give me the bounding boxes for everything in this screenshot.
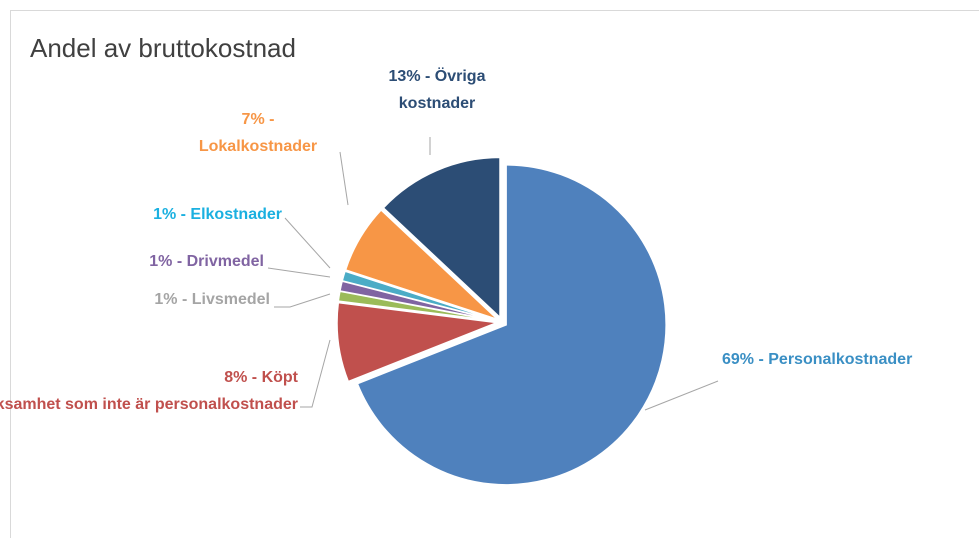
leader-line: [267, 267, 331, 278]
data-label: 8% - Köpt verksamhet som inte är personal…: [0, 369, 299, 413]
leader-line: [284, 217, 331, 269]
data-label: 1% - Drivmedel: [149, 253, 264, 270]
pie-slice: [382, 156, 501, 320]
leader-line: [339, 151, 349, 206]
data-label-line: Lokalkostnader: [199, 138, 317, 155]
data-label: 69% - Personalkostnader: [722, 351, 912, 368]
leader-line: [644, 380, 719, 411]
pie-slice: [356, 164, 667, 486]
data-label-line: verksamhet som inte är personalkostnader: [0, 396, 298, 413]
data-label: 1% - Livsmedel: [154, 291, 270, 308]
data-label-line: 13% - Övriga: [389, 66, 486, 85]
pie-slice: [341, 270, 498, 322]
pie-slice: [336, 301, 498, 383]
leader-line: [274, 293, 331, 308]
data-label: 7% - Lokalkostnader: [199, 111, 317, 155]
data-label: 1% - Elkostnader: [153, 206, 282, 223]
data-label: 13% - Övriga kostnader: [389, 66, 486, 112]
chart-title: Andel av bruttokostnad: [30, 33, 296, 63]
data-label-line: 8% - Köpt: [224, 369, 298, 386]
leader-line: [300, 339, 331, 408]
data-label-line: kostnader: [399, 95, 475, 112]
pie-slice: [344, 208, 499, 321]
data-label-line: 7% -: [242, 111, 275, 128]
